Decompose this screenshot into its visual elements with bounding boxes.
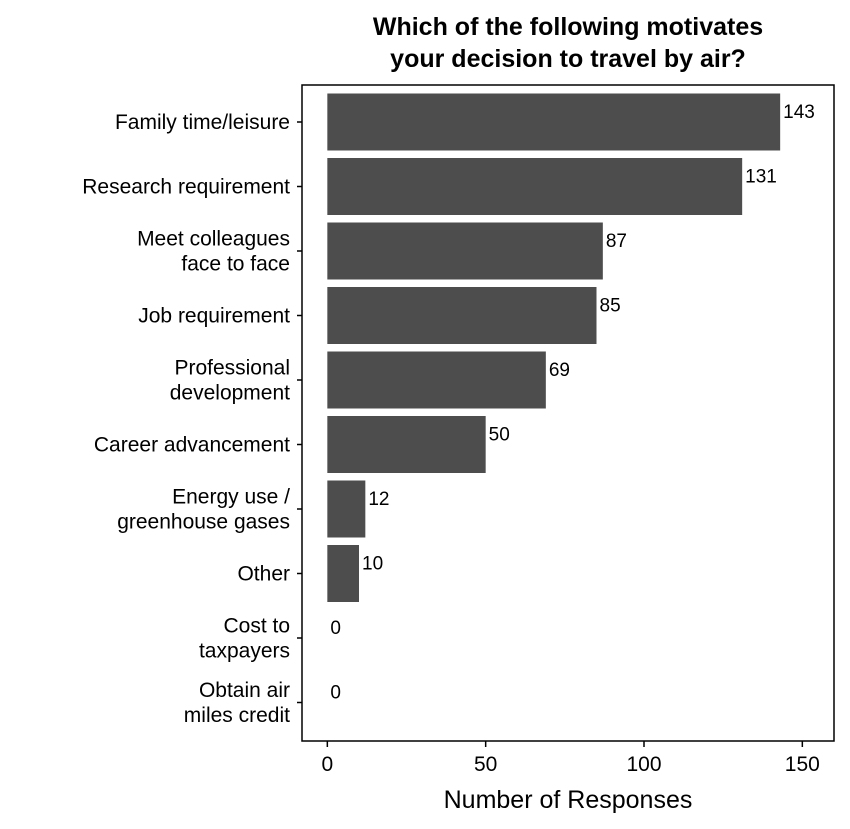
category-label: Obtain air bbox=[199, 679, 290, 702]
x-axis: 0 50 100 150 bbox=[321, 741, 820, 776]
category-label: Family time/leisure bbox=[115, 111, 290, 134]
x-axis-title: Number of Responses bbox=[444, 786, 693, 814]
data-label: 50 bbox=[489, 425, 510, 446]
bar bbox=[327, 93, 781, 151]
chart-title-line-1: Which of the following motivates bbox=[373, 13, 763, 41]
data-label: 69 bbox=[549, 360, 570, 381]
category-label: Professional bbox=[174, 357, 290, 380]
category-label: Meet colleagues bbox=[137, 228, 290, 251]
x-tick-label: 50 bbox=[474, 753, 497, 776]
data-label: 10 bbox=[362, 554, 383, 575]
category-label: miles credit bbox=[184, 704, 290, 727]
bar bbox=[327, 416, 486, 473]
bar bbox=[327, 222, 603, 280]
x-tick-label: 150 bbox=[785, 753, 820, 776]
data-label: 0 bbox=[330, 683, 341, 704]
data-label: 0 bbox=[330, 618, 341, 639]
category-label: face to face bbox=[181, 253, 290, 276]
chart-title-line-2: your decision to travel by air? bbox=[390, 45, 746, 73]
category-label: Energy use / bbox=[172, 486, 290, 509]
category-label: taxpayers bbox=[199, 640, 290, 663]
data-label: 85 bbox=[600, 296, 621, 317]
category-label: Cost to bbox=[223, 615, 290, 638]
plot-panel-border bbox=[301, 84, 835, 742]
data-labels-group: 143 131 87 85 69 50 12 10 0 0 bbox=[330, 102, 815, 704]
x-tick-label: 100 bbox=[626, 753, 661, 776]
category-label: development bbox=[170, 382, 290, 405]
bar bbox=[327, 158, 743, 215]
bar bbox=[327, 545, 359, 602]
x-tick-label: 0 bbox=[321, 753, 333, 776]
category-label: Job requirement bbox=[138, 305, 290, 328]
bar bbox=[327, 287, 597, 344]
category-label: Career advancement bbox=[94, 434, 290, 457]
category-label: Other bbox=[237, 563, 290, 586]
chart-title: Which of the following motivates your de… bbox=[373, 13, 763, 73]
data-label: 143 bbox=[783, 102, 815, 123]
bars-group bbox=[327, 93, 781, 602]
data-label: 87 bbox=[606, 231, 627, 252]
category-label: greenhouse gases bbox=[117, 511, 290, 534]
bar bbox=[327, 351, 546, 409]
y-axis: Family time/leisure Research requirement M… bbox=[82, 111, 302, 727]
data-label: 131 bbox=[745, 167, 777, 188]
category-label: Research requirement bbox=[82, 176, 290, 199]
bar bbox=[327, 480, 366, 538]
data-label: 12 bbox=[368, 489, 389, 510]
